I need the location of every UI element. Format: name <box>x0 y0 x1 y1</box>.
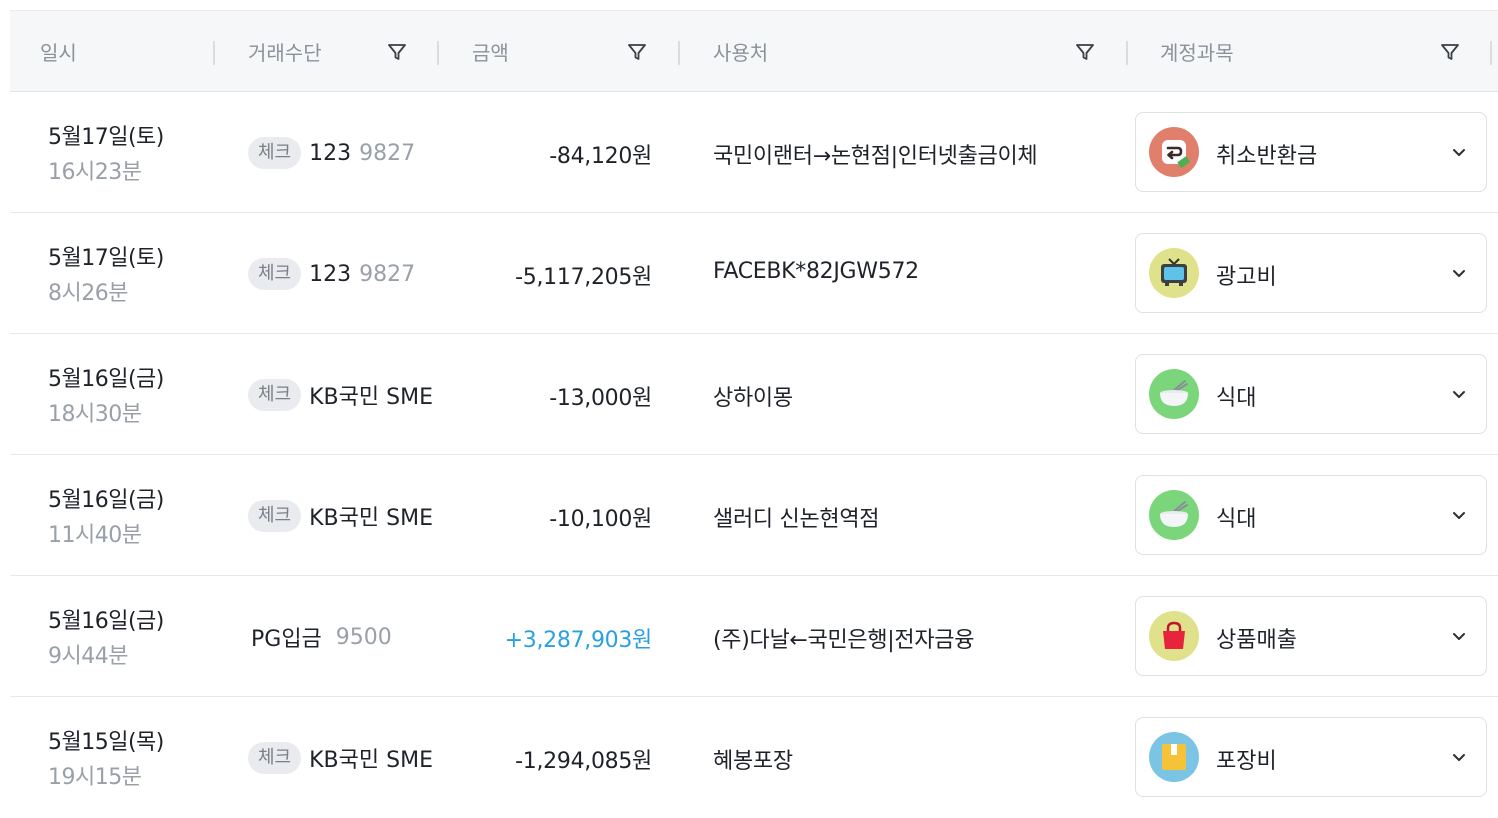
category-label: 취소반환금 <box>1216 144 1318 169</box>
tv-icon <box>1149 248 1199 298</box>
merchant-name: 혜봉포장 <box>713 749 793 774</box>
merchant-name: 샐러디 신논현역점 <box>713 507 880 532</box>
table-body: 5월17일(토) 16시23분 체크 123 9827 -84,120원 국민이랜터→논현점… <box>10 92 1498 818</box>
column-divider[interactable] <box>678 41 680 65</box>
chevron-down-icon[interactable] <box>1450 748 1468 766</box>
payment-method: 체크 123 9827 <box>248 257 415 291</box>
transaction-date: 5월15일(목) <box>48 730 164 755</box>
filter-icon[interactable] <box>626 41 648 63</box>
filter-icon[interactable] <box>1439 41 1461 63</box>
merchant-name: 상하이몽 <box>713 386 793 411</box>
box-icon <box>1149 732 1199 782</box>
header-method: 거래수단 <box>248 40 322 65</box>
payment-method: 체크 123 9827 <box>248 136 415 170</box>
bowl-icon <box>1149 369 1199 419</box>
card-type-badge: 체크 <box>248 742 302 774</box>
category-label: 광고비 <box>1216 265 1277 290</box>
transaction-amount: -1,294,085원 <box>515 749 652 774</box>
table-row[interactable]: 5월16일(금) 18시30분 체크 KB국민 SME -13,000원 상하이몽 식대 <box>10 334 1498 455</box>
transaction-amount: -5,117,205원 <box>515 265 652 290</box>
transaction-time: 19시15분 <box>48 765 142 790</box>
refund-icon <box>1149 127 1199 177</box>
account-number: 9827 <box>359 261 416 287</box>
transaction-date: 5월16일(금) <box>48 488 164 513</box>
category-label: 식대 <box>1216 507 1257 532</box>
transactions-table: 일시 거래수단 금액 사용처 계정과목 5월17일(토) 16시23분 체크 123 9… <box>10 10 1498 818</box>
transaction-amount: -10,100원 <box>549 507 652 532</box>
merchant-name: FACEBK*82JGW572 <box>713 259 919 284</box>
payment-method: PG입금 9500 <box>251 620 392 654</box>
merchant-name: (주)다날←국민은행|전자금융 <box>713 628 975 653</box>
transaction-time: 11시40분 <box>48 523 142 548</box>
transaction-date: 5월17일(토) <box>48 246 164 271</box>
chevron-down-icon[interactable] <box>1450 264 1468 282</box>
payment-method: 체크 KB국민 SME <box>248 499 433 533</box>
account-number: 9500 <box>335 624 392 650</box>
header-merchant: 사용처 <box>713 40 769 65</box>
category-select[interactable]: 식대 <box>1135 475 1487 555</box>
category-select[interactable]: 광고비 <box>1135 233 1487 313</box>
header-category: 계정과목 <box>1160 40 1234 65</box>
transaction-amount: -84,120원 <box>549 144 652 169</box>
transaction-time: 16시23분 <box>48 160 142 185</box>
account-number: 9827 <box>359 140 416 166</box>
shopping-bag-icon <box>1149 611 1199 661</box>
chevron-down-icon[interactable] <box>1450 506 1468 524</box>
transaction-date: 5월16일(금) <box>48 609 164 634</box>
table-row[interactable]: 5월15일(목) 19시15분 체크 KB국민 SME -1,294,085원 혜봉포장 포… <box>10 697 1498 818</box>
category-select[interactable]: 상품매출 <box>1135 596 1487 676</box>
table-header: 일시 거래수단 금액 사용처 계정과목 <box>10 10 1498 92</box>
filter-icon[interactable] <box>1074 41 1096 63</box>
table-row[interactable]: 5월17일(토) 16시23분 체크 123 9827 -84,120원 국민이랜터→논현점… <box>10 92 1498 213</box>
account-name: KB국민 SME <box>309 748 433 773</box>
category-select[interactable]: 포장비 <box>1135 717 1487 797</box>
category-label: 포장비 <box>1216 749 1277 774</box>
table-row[interactable]: 5월16일(금) 11시40분 체크 KB국민 SME -10,100원 샐러디 신논현역… <box>10 455 1498 576</box>
bowl-icon <box>1149 490 1199 540</box>
transaction-time: 18시30분 <box>48 402 142 427</box>
chevron-down-icon[interactable] <box>1450 143 1468 161</box>
payment-method: 체크 KB국민 SME <box>248 378 433 412</box>
card-type-badge: 체크 <box>248 500 302 532</box>
transaction-amount: +3,287,903원 <box>504 628 653 653</box>
category-select[interactable]: 취소반환금 <box>1135 112 1487 192</box>
transaction-date: 5월17일(토) <box>48 125 164 150</box>
category-select[interactable]: 식대 <box>1135 354 1487 434</box>
chevron-down-icon[interactable] <box>1450 627 1468 645</box>
transaction-time: 8시26분 <box>48 281 128 306</box>
account-name: 123 <box>309 140 352 166</box>
transaction-amount: -13,000원 <box>549 386 652 411</box>
header-datetime: 일시 <box>40 40 77 65</box>
filter-icon[interactable] <box>386 41 408 63</box>
column-divider[interactable] <box>213 41 215 65</box>
card-type-badge: 체크 <box>248 258 302 290</box>
payment-method: 체크 KB국민 SME <box>248 741 433 775</box>
table-row[interactable]: 5월17일(토) 8시26분 체크 123 9827 -5,117,205원 FACEBK*… <box>10 213 1498 334</box>
category-label: 식대 <box>1216 386 1257 411</box>
transaction-time: 9시44분 <box>48 644 128 669</box>
account-name: 123 <box>309 261 352 287</box>
category-label: 상품매출 <box>1216 628 1297 653</box>
account-name: KB국민 SME <box>309 506 433 531</box>
merchant-name: 국민이랜터→논현점|인터넷출금이체 <box>713 144 1038 169</box>
account-name: KB국민 SME <box>309 385 433 410</box>
transaction-date: 5월16일(금) <box>48 367 164 392</box>
column-divider[interactable] <box>437 41 439 65</box>
card-type-badge: 체크 <box>248 137 302 169</box>
column-divider[interactable] <box>1126 41 1128 65</box>
chevron-down-icon[interactable] <box>1450 385 1468 403</box>
column-divider[interactable] <box>1490 41 1492 65</box>
card-type-badge: 체크 <box>248 379 302 411</box>
table-row[interactable]: 5월16일(금) 9시44분 PG입금 9500 +3,287,903원 (주)다날←국민… <box>10 576 1498 697</box>
account-name: PG입금 <box>251 627 322 652</box>
header-amount: 금액 <box>472 40 509 65</box>
